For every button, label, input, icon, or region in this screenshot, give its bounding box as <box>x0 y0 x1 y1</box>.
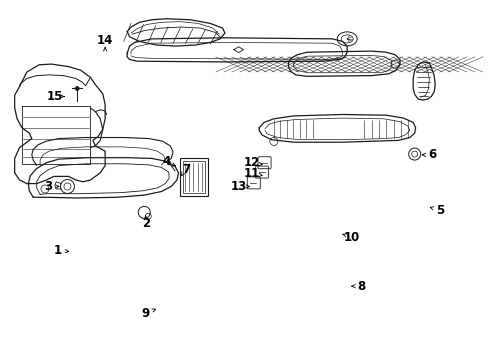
Text: 10: 10 <box>343 231 360 244</box>
Bar <box>183 161 204 193</box>
Text: 4: 4 <box>162 155 170 168</box>
Bar <box>180 158 207 197</box>
Text: 7: 7 <box>182 163 189 176</box>
Text: 12: 12 <box>243 156 260 169</box>
Text: 1: 1 <box>54 244 61 257</box>
Text: 3: 3 <box>44 180 52 193</box>
Text: 15: 15 <box>46 90 63 103</box>
Text: 14: 14 <box>97 34 113 47</box>
Text: 13: 13 <box>230 180 246 193</box>
Text: 8: 8 <box>357 280 365 293</box>
Text: 5: 5 <box>435 204 443 217</box>
Text: 9: 9 <box>142 307 149 320</box>
Text: 11: 11 <box>243 167 260 180</box>
Circle shape <box>75 86 79 90</box>
Text: 2: 2 <box>142 217 149 230</box>
Text: 6: 6 <box>428 148 436 161</box>
